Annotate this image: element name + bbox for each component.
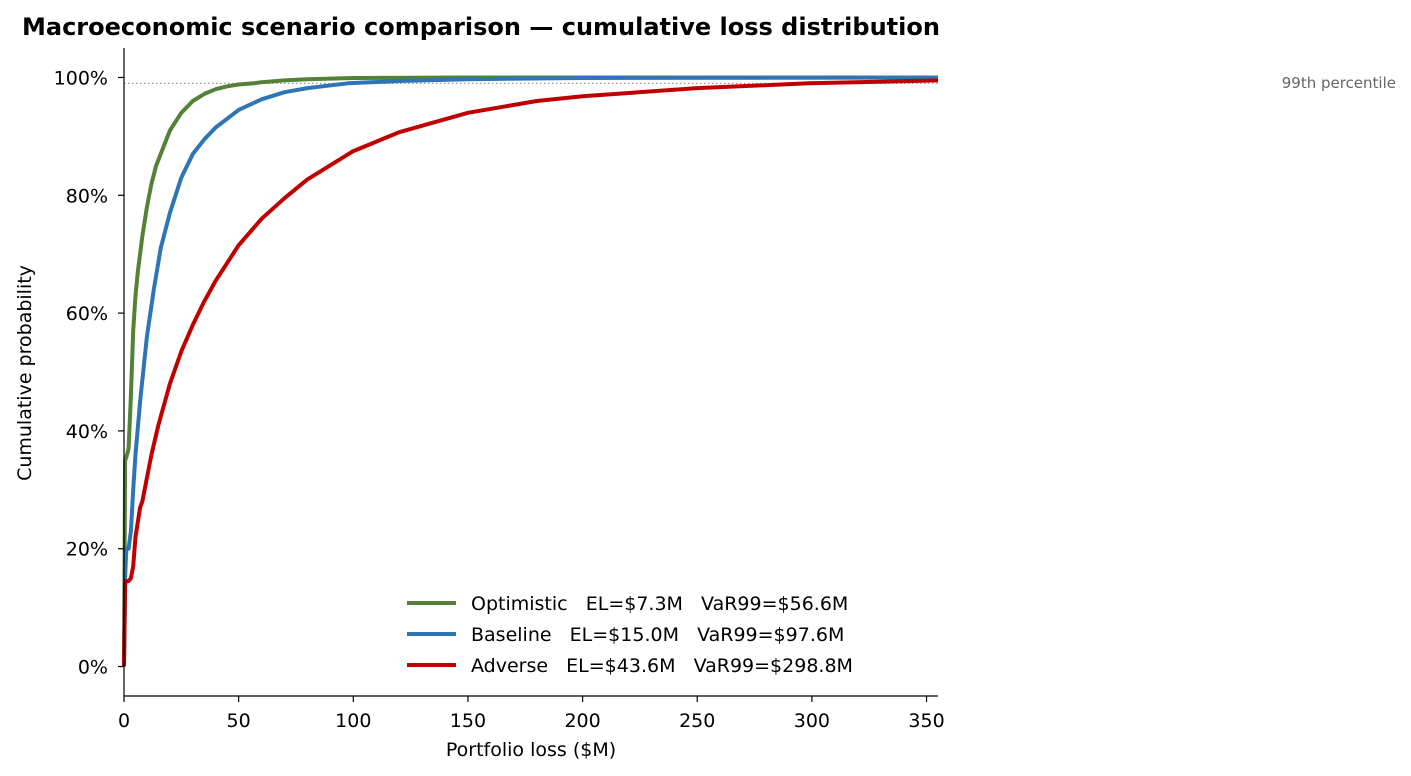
percentile-99-label: 99th percentile (1282, 74, 1396, 92)
chart-title: Macroeconomic scenario comparison — cumu… (22, 13, 940, 41)
axes (123, 48, 938, 697)
legend-label: Baseline EL=$15.0M VaR99=$97.6M (471, 624, 844, 646)
y-tick-label: 20% (66, 539, 108, 561)
x-tick-label: 300 (794, 710, 830, 732)
x-tick-label: 100 (335, 710, 371, 732)
y-tick-label: 40% (66, 421, 108, 443)
series-line-1 (122, 75, 938, 667)
y-tick-label: 60% (66, 303, 108, 325)
series-line-3 (122, 78, 939, 667)
series-line-2 (122, 75, 939, 667)
legend-label: Optimistic EL=$7.3M VaR99=$56.6M (471, 593, 848, 615)
legend-label: Adverse EL=$43.6M VaR99=$298.8M (471, 655, 853, 677)
x-tick-label: 350 (908, 710, 944, 732)
y-tick-label: 0% (78, 657, 108, 679)
y-tick-label: 100% (54, 67, 108, 89)
series-lines (122, 75, 939, 667)
y-tick-label: 80% (66, 185, 108, 207)
y-axis-label: Cumulative probability (14, 265, 36, 481)
x-axis-label: Portfolio loss ($M) (446, 739, 616, 761)
x-tick-label: 250 (679, 710, 715, 732)
x-tick-label: 0 (118, 710, 130, 732)
x-tick-label: 50 (227, 710, 251, 732)
x-tick-label: 150 (450, 710, 486, 732)
reference-line-group: 99th percentile (124, 74, 1396, 92)
y-ticks: 0% 20% 40% 60% 80% 100% (54, 67, 124, 679)
x-ticks: 0 50 100 150 200 250 300 350 (118, 696, 945, 732)
legend: Optimistic EL=$7.3M VaR99=$56.6M Baseline… (407, 593, 853, 677)
x-tick-label: 200 (564, 710, 600, 732)
